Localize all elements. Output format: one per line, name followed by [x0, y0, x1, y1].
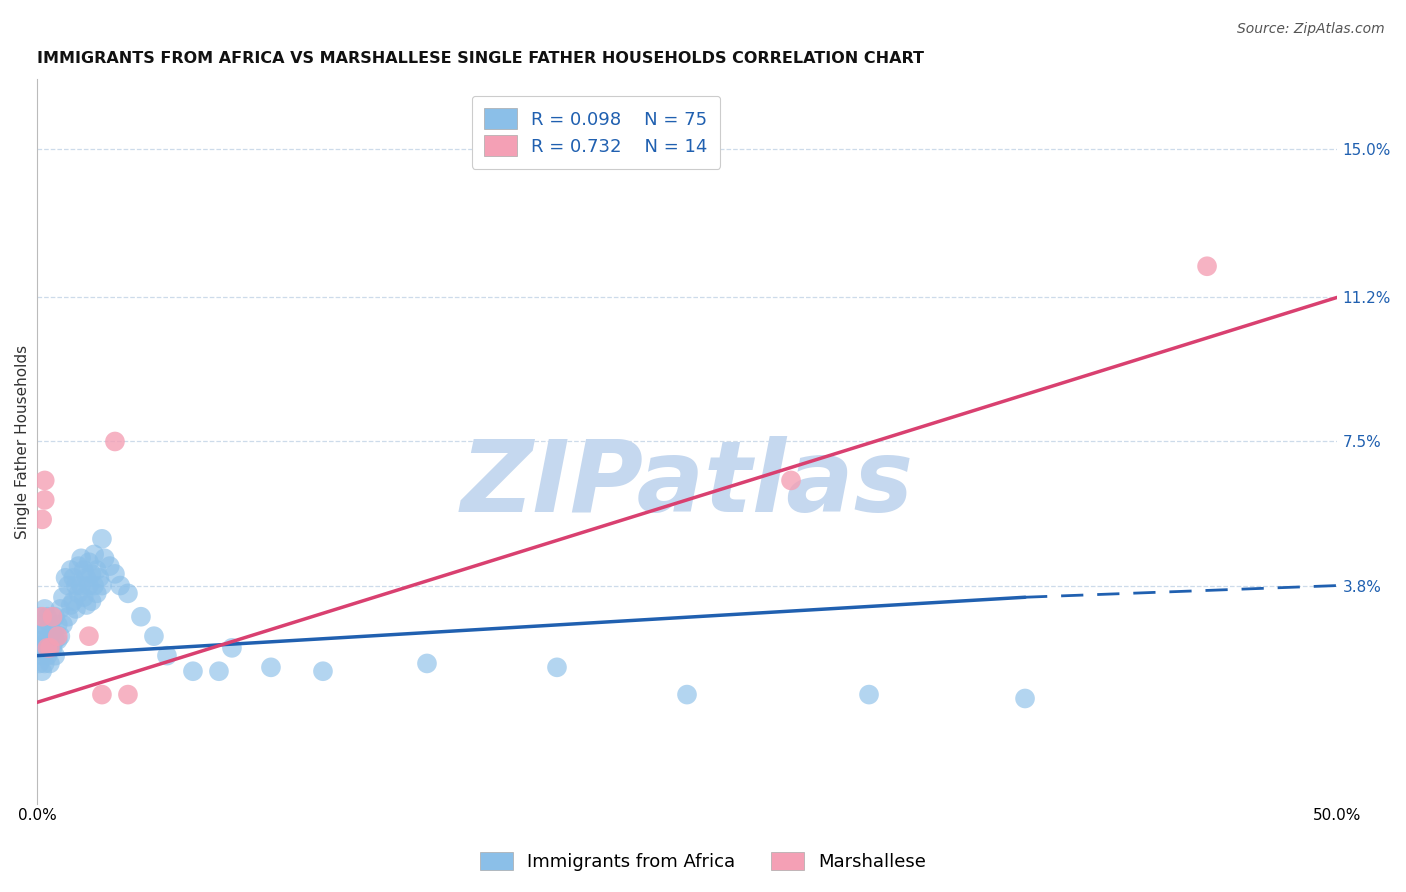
Point	[39, 640, 62, 655]
Point	[80, 566, 103, 581]
Point	[221, 640, 243, 655]
Point	[31, 617, 53, 632]
Point	[39, 640, 62, 655]
Point	[49, 602, 72, 616]
Point	[28, 640, 51, 655]
Point	[52, 591, 75, 605]
Point	[41, 640, 63, 655]
Point	[676, 688, 699, 702]
Point	[34, 474, 56, 488]
Point	[142, 629, 165, 643]
Point	[41, 609, 63, 624]
Point	[34, 492, 56, 507]
Point	[31, 609, 53, 624]
Point	[70, 578, 93, 592]
Point	[156, 648, 179, 663]
Point	[37, 648, 59, 663]
Point	[73, 563, 96, 577]
Point	[91, 578, 114, 592]
Point	[28, 657, 51, 671]
Point	[31, 512, 53, 526]
Point	[65, 602, 87, 616]
Point	[28, 609, 51, 624]
Point	[70, 551, 93, 566]
Point	[181, 664, 204, 678]
Point	[37, 633, 59, 648]
Text: ZIPatlas: ZIPatlas	[460, 436, 914, 533]
Point	[41, 625, 63, 640]
Point	[129, 609, 152, 624]
Point	[416, 657, 439, 671]
Point	[31, 633, 53, 648]
Point	[93, 551, 115, 566]
Point	[44, 648, 66, 663]
Point	[108, 578, 131, 592]
Point	[75, 571, 97, 585]
Point	[34, 602, 56, 616]
Point	[104, 566, 127, 581]
Point	[44, 633, 66, 648]
Point	[39, 657, 62, 671]
Point	[62, 571, 84, 585]
Y-axis label: Single Father Households: Single Father Households	[15, 344, 30, 539]
Point	[46, 629, 69, 643]
Point	[62, 594, 84, 608]
Legend: R = 0.098    N = 75, R = 0.732    N = 14: R = 0.098 N = 75, R = 0.732 N = 14	[471, 95, 720, 169]
Point	[86, 563, 108, 577]
Point	[37, 609, 59, 624]
Point	[80, 594, 103, 608]
Legend: Immigrants from Africa, Marshallese: Immigrants from Africa, Marshallese	[472, 845, 934, 879]
Point	[34, 625, 56, 640]
Text: IMMIGRANTS FROM AFRICA VS MARSHALLESE SINGLE FATHER HOUSEHOLDS CORRELATION CHART: IMMIGRANTS FROM AFRICA VS MARSHALLESE SI…	[37, 51, 924, 66]
Point	[31, 664, 53, 678]
Point	[44, 609, 66, 624]
Point	[208, 664, 231, 678]
Point	[28, 629, 51, 643]
Point	[55, 571, 77, 585]
Point	[34, 657, 56, 671]
Point	[49, 629, 72, 643]
Point	[46, 633, 69, 648]
Point	[104, 434, 127, 449]
Point	[39, 617, 62, 632]
Point	[59, 563, 82, 577]
Point	[52, 617, 75, 632]
Point	[73, 591, 96, 605]
Point	[91, 532, 114, 546]
Point	[46, 617, 69, 632]
Point	[34, 640, 56, 655]
Point	[59, 598, 82, 612]
Point	[77, 578, 100, 592]
Point	[86, 586, 108, 600]
Point	[56, 578, 79, 592]
Point	[117, 586, 139, 600]
Point	[56, 609, 79, 624]
Point	[1197, 259, 1219, 273]
Point	[312, 664, 335, 678]
Point	[1014, 691, 1036, 706]
Point	[77, 555, 100, 569]
Point	[780, 474, 803, 488]
Point	[77, 629, 100, 643]
Point	[858, 688, 880, 702]
Point	[37, 640, 59, 655]
Point	[75, 598, 97, 612]
Point	[83, 548, 105, 562]
Point	[67, 559, 90, 574]
Point	[89, 571, 111, 585]
Point	[117, 688, 139, 702]
Point	[98, 559, 121, 574]
Point	[67, 586, 90, 600]
Point	[65, 578, 87, 592]
Point	[91, 688, 114, 702]
Point	[83, 578, 105, 592]
Text: Source: ZipAtlas.com: Source: ZipAtlas.com	[1237, 22, 1385, 37]
Point	[260, 660, 283, 674]
Point	[546, 660, 568, 674]
Point	[31, 648, 53, 663]
